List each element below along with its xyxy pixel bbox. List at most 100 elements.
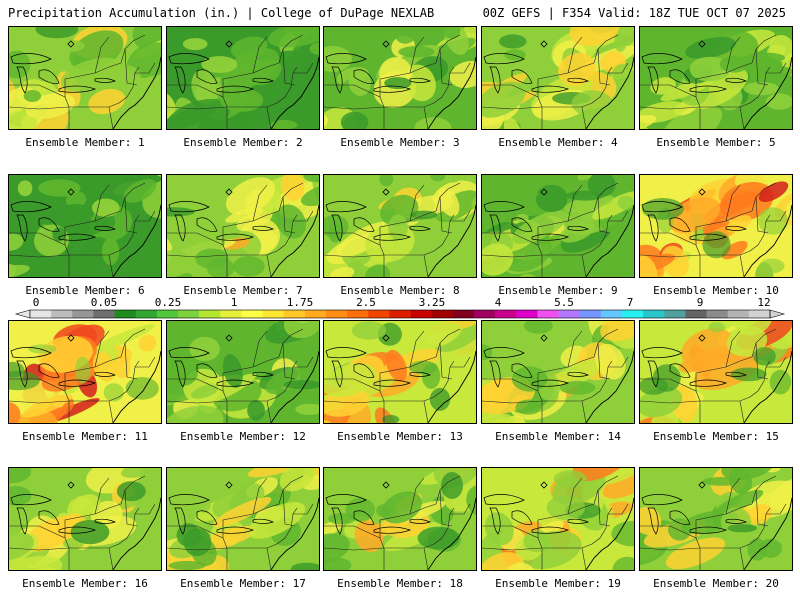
state-border <box>167 254 228 258</box>
precip-contour <box>600 321 634 341</box>
precipitation-map <box>640 321 792 423</box>
lake-outline <box>483 53 525 65</box>
state-border <box>293 503 314 515</box>
lake-outline <box>353 69 375 84</box>
colorbar-segment <box>199 310 221 318</box>
lake-outline <box>567 225 589 231</box>
precip-contour <box>284 321 319 339</box>
coastline <box>585 204 634 277</box>
state-border <box>124 48 138 86</box>
station-marker-icon <box>225 334 233 342</box>
colorbar-segment <box>156 310 179 318</box>
precip-contour <box>265 367 307 395</box>
lake-outline <box>511 69 533 84</box>
station-marker-icon <box>67 334 75 342</box>
state-border <box>167 547 228 551</box>
precip-contour <box>612 556 634 570</box>
precip-contour <box>702 231 731 259</box>
state-border <box>120 34 146 64</box>
state-border <box>435 34 461 64</box>
precip-contour <box>758 181 789 202</box>
lake-outline <box>174 360 186 388</box>
colorbar-tick-label: 0.05 <box>91 296 118 309</box>
precip-contour <box>200 105 255 129</box>
state-border <box>324 400 385 404</box>
colorbar-segment <box>114 310 137 318</box>
coastline <box>743 350 792 423</box>
state-border <box>278 328 304 358</box>
colorbar-min-arrow <box>14 309 31 319</box>
coastline <box>585 56 634 129</box>
state-border <box>266 400 272 423</box>
colorbar-segment <box>495 310 517 318</box>
ensemble-map-panel <box>481 26 635 130</box>
ensemble-member-label: Ensemble Member: 15 <box>653 430 779 443</box>
colorbar-tick-label: 3.25 <box>419 296 446 309</box>
precip-contour <box>743 82 779 96</box>
ensemble-map-panel <box>166 26 320 130</box>
state-border <box>725 330 741 368</box>
lake-outline <box>16 507 28 535</box>
ensemble-member-label: Ensemble Member: 19 <box>495 577 621 590</box>
precip-contour <box>482 344 493 361</box>
coastline <box>270 56 319 129</box>
state-border <box>439 196 453 234</box>
state-border <box>439 48 453 86</box>
lake-outline <box>252 77 274 83</box>
ensemble-member-label: Ensemble Member: 11 <box>22 430 148 443</box>
precip-contour <box>721 468 775 480</box>
precipitation-map <box>640 27 792 129</box>
colorbar-tick-label: 1.75 <box>287 296 314 309</box>
state-border <box>482 378 593 402</box>
precip-contour <box>167 359 198 387</box>
coastline <box>585 497 634 570</box>
lake-outline <box>325 53 367 65</box>
colorbar-segment <box>685 310 707 318</box>
precip-contour <box>167 255 201 277</box>
coastline <box>112 497 161 570</box>
coastline <box>743 497 792 570</box>
coastline <box>112 56 161 129</box>
precip-contour <box>9 555 63 570</box>
state-border <box>135 503 156 515</box>
lake-outline <box>489 507 501 535</box>
precip-contour <box>60 57 124 92</box>
precip-contour <box>769 476 792 511</box>
colorbar-segment <box>262 310 285 318</box>
ensemble-member-label: Ensemble Member: 10 <box>653 284 779 297</box>
state-border <box>94 477 110 515</box>
precip-contour <box>324 557 352 570</box>
state-border <box>766 503 787 515</box>
precip-contour <box>781 533 792 556</box>
lake-outline <box>10 53 52 65</box>
precip-contour <box>727 524 757 533</box>
state-border <box>482 254 543 258</box>
precip-contour <box>553 470 587 488</box>
precip-contour <box>540 520 564 536</box>
colorbar-tick-label: 12 <box>757 296 770 309</box>
state-border <box>435 475 461 505</box>
precip-contour <box>201 56 238 73</box>
lake-outline <box>168 53 210 65</box>
lake-outline <box>353 510 375 525</box>
coastline <box>270 497 319 570</box>
precip-contour <box>398 46 435 58</box>
lake-outline <box>511 510 533 525</box>
ensemble-member-label: Ensemble Member: 2 <box>183 136 303 149</box>
colorbar-segment <box>537 310 559 318</box>
ensemble-member-label: Ensemble Member: 9 <box>498 284 618 297</box>
state-border <box>252 36 268 74</box>
precip-contour <box>74 356 91 384</box>
state-border <box>581 400 587 423</box>
colorbar-tick-label: 7 <box>627 296 634 309</box>
ensemble-map-panel <box>8 26 162 130</box>
station-marker-icon <box>540 481 548 489</box>
lake-outline <box>409 225 431 231</box>
ensemble-member-label: Ensemble Member: 5 <box>656 136 776 149</box>
colorbar-segment <box>727 310 750 318</box>
state-border <box>167 232 278 256</box>
precip-contour <box>640 377 668 395</box>
precipitation-map <box>9 321 161 423</box>
colorbar-segment <box>220 310 242 318</box>
precip-contour <box>330 266 355 277</box>
